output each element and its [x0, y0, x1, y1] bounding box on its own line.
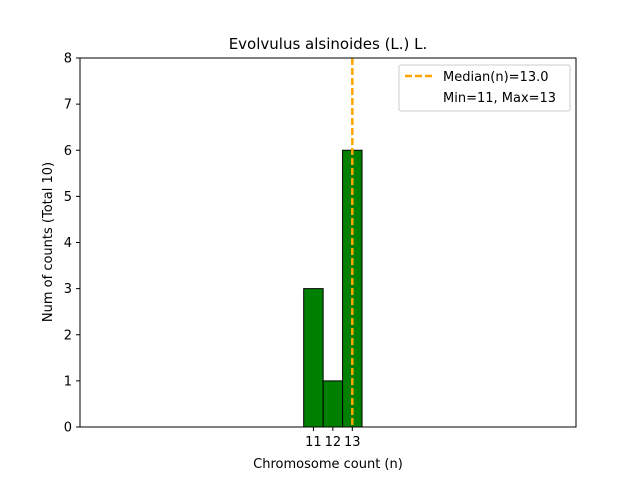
y-tick-label: 6 — [64, 144, 72, 159]
legend-box — [398, 64, 571, 112]
chart-title: Evolvulus alsinoides (L.) L. — [229, 35, 428, 53]
bar-12 — [322, 380, 344, 428]
bar-11 — [303, 288, 324, 428]
x-tick-label: 11 — [305, 435, 322, 450]
y-tick-label: 4 — [64, 236, 72, 251]
legend: Median(n)=13.0 Min=11, Max=13 — [398, 64, 571, 112]
y-ticks: 0 1 2 3 4 5 6 7 8 — [64, 52, 80, 436]
y-tick-label: 5 — [64, 190, 72, 205]
y-axis-label: Num of counts (Total 10) — [41, 162, 56, 322]
x-axis-label: Chromosome count (n) — [253, 457, 403, 472]
legend-entry-min-max: Min=11, Max=13 — [443, 91, 556, 106]
y-tick-label: 3 — [64, 282, 72, 297]
x-ticks: 11 12 13 — [305, 427, 361, 450]
legend-entry-median: Median(n)=13.0 — [443, 70, 549, 85]
axes-frame — [79, 57, 577, 428]
y-tick-label: 0 — [64, 421, 72, 436]
y-tick-label: 1 — [64, 374, 72, 389]
plot-area — [118, 58, 421, 428]
y-tick-label: 8 — [64, 52, 72, 67]
x-tick-label: 12 — [325, 435, 342, 450]
y-tick-label: 2 — [64, 328, 72, 343]
y-tick-label: 7 — [64, 98, 72, 113]
x-tick-label: 13 — [344, 435, 361, 450]
